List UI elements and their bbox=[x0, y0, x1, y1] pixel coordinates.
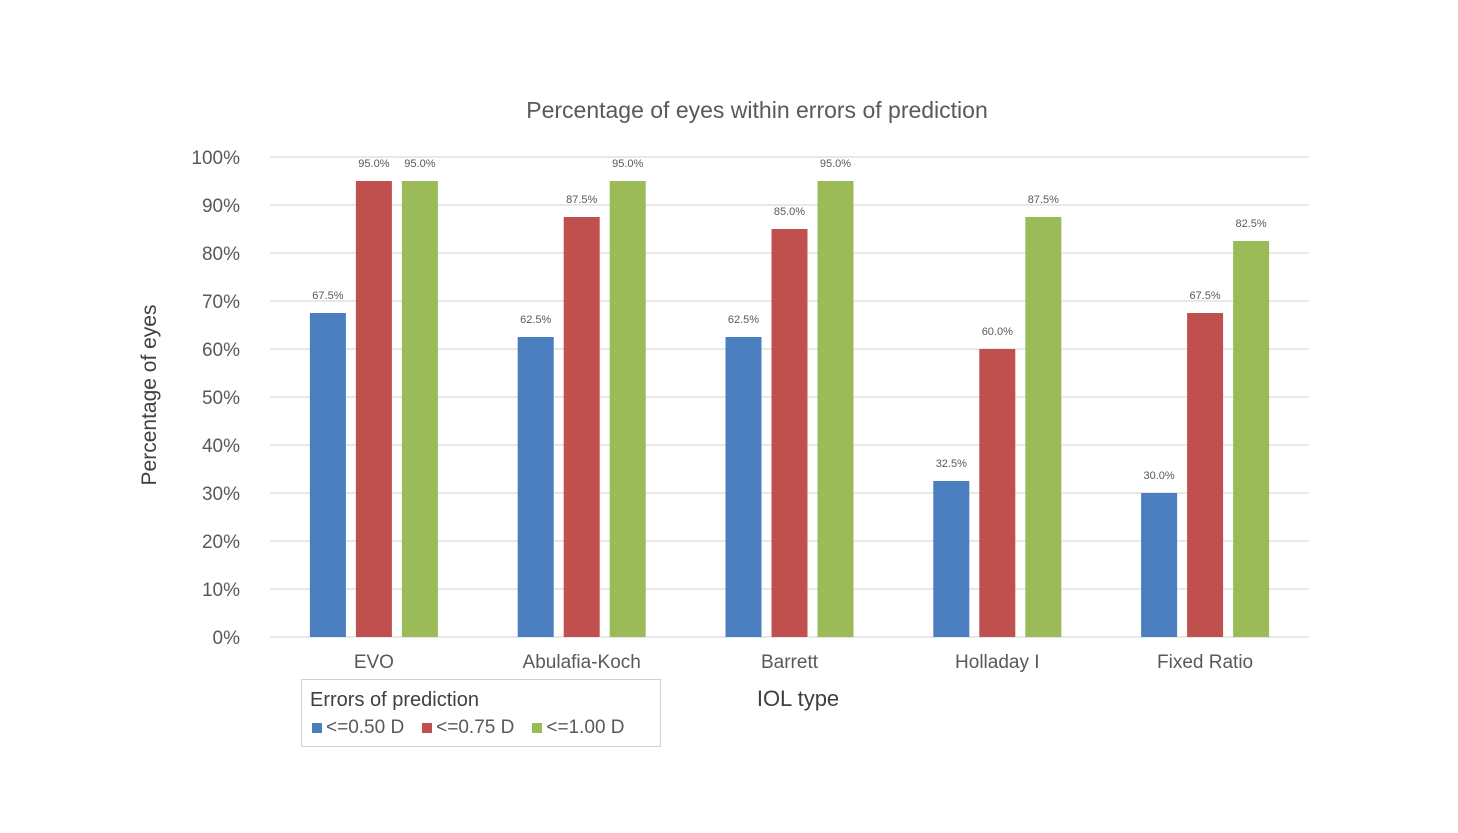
data-labels: 67.5% 95.0% 95.0% 62.5% 87.5% 95.0% 62.5% 85.0%… bbox=[312, 158, 1267, 482]
legend-items: <=0.50 D <=0.75 D <=1.00 D bbox=[312, 717, 625, 739]
y-tick-label: 90% bbox=[202, 196, 240, 217]
data-label: 30.0% bbox=[1143, 470, 1174, 482]
data-label: 95.0% bbox=[358, 158, 389, 170]
bar bbox=[933, 481, 970, 637]
legend-item: <=1.00 D bbox=[532, 717, 625, 739]
y-tick-label: 60% bbox=[202, 340, 240, 361]
bar bbox=[1187, 313, 1224, 637]
x-tick-label: Holladay I bbox=[955, 652, 1040, 673]
x-tick-label: Fixed Ratio bbox=[1157, 652, 1253, 673]
data-label: 87.5% bbox=[1028, 194, 1059, 206]
legend-item: <=0.50 D bbox=[312, 717, 404, 739]
legend-swatch bbox=[312, 723, 322, 733]
y-axis-ticks: 0% 10% 20% 30% 40% 50% 60% 70% 80% 90% 100% bbox=[191, 148, 240, 649]
bar bbox=[401, 181, 438, 637]
bar bbox=[517, 337, 554, 637]
y-tick-label: 50% bbox=[202, 388, 240, 409]
bar bbox=[1233, 241, 1270, 637]
bar bbox=[725, 337, 762, 637]
legend-label: <=1.00 D bbox=[546, 717, 625, 738]
data-label: 95.0% bbox=[820, 158, 851, 170]
data-label: 82.5% bbox=[1235, 218, 1266, 230]
data-label: 62.5% bbox=[728, 314, 759, 326]
x-tick-label: Abulafia-Koch bbox=[523, 652, 641, 673]
y-tick-label: 100% bbox=[191, 148, 240, 169]
y-tick-label: 80% bbox=[202, 244, 240, 265]
bar bbox=[1141, 493, 1178, 637]
legend-label: <=0.50 D bbox=[326, 717, 405, 738]
data-label: 67.5% bbox=[312, 290, 343, 302]
y-axis-label: Percentage of eyes bbox=[138, 305, 161, 486]
legend: Errors of prediction <=0.50 D <=0.75 D <=1… bbox=[301, 679, 661, 747]
data-label: 95.0% bbox=[404, 158, 435, 170]
bar bbox=[355, 181, 392, 637]
bar bbox=[771, 229, 808, 637]
bar bbox=[979, 349, 1016, 637]
legend-swatch bbox=[532, 723, 543, 733]
y-tick-label: 70% bbox=[202, 292, 240, 313]
y-tick-label: 20% bbox=[202, 532, 240, 553]
data-label: 85.0% bbox=[774, 206, 805, 218]
y-tick-label: 0% bbox=[213, 628, 241, 649]
bar bbox=[609, 181, 646, 637]
data-label: 32.5% bbox=[936, 458, 967, 470]
bar bbox=[817, 181, 854, 637]
data-label: 67.5% bbox=[1189, 290, 1220, 302]
bar bbox=[563, 217, 600, 637]
y-tick-label: 10% bbox=[202, 580, 240, 601]
y-tick-label: 40% bbox=[202, 436, 240, 457]
data-label: 87.5% bbox=[566, 194, 597, 206]
chart-title: Percentage of eyes within errors of pred… bbox=[526, 97, 988, 123]
legend-item: <=0.75 D bbox=[422, 717, 514, 739]
x-tick-label: EVO bbox=[354, 652, 394, 673]
bar bbox=[309, 313, 346, 637]
x-tick-label: Barrett bbox=[761, 652, 819, 673]
data-label: 60.0% bbox=[982, 326, 1013, 338]
y-tick-label: 30% bbox=[202, 484, 240, 505]
legend-title: Errors of prediction bbox=[310, 689, 479, 711]
legend-label: <=0.75 D bbox=[436, 717, 515, 738]
bar bbox=[1025, 217, 1062, 637]
x-axis-ticks: EVO Abulafia-Koch Barrett Holladay I Fixed R… bbox=[354, 652, 1253, 673]
x-axis-label: IOL type bbox=[757, 686, 839, 711]
data-label: 62.5% bbox=[520, 314, 551, 326]
legend-swatch bbox=[422, 723, 433, 733]
bars bbox=[309, 181, 1270, 637]
data-label: 95.0% bbox=[612, 158, 643, 170]
